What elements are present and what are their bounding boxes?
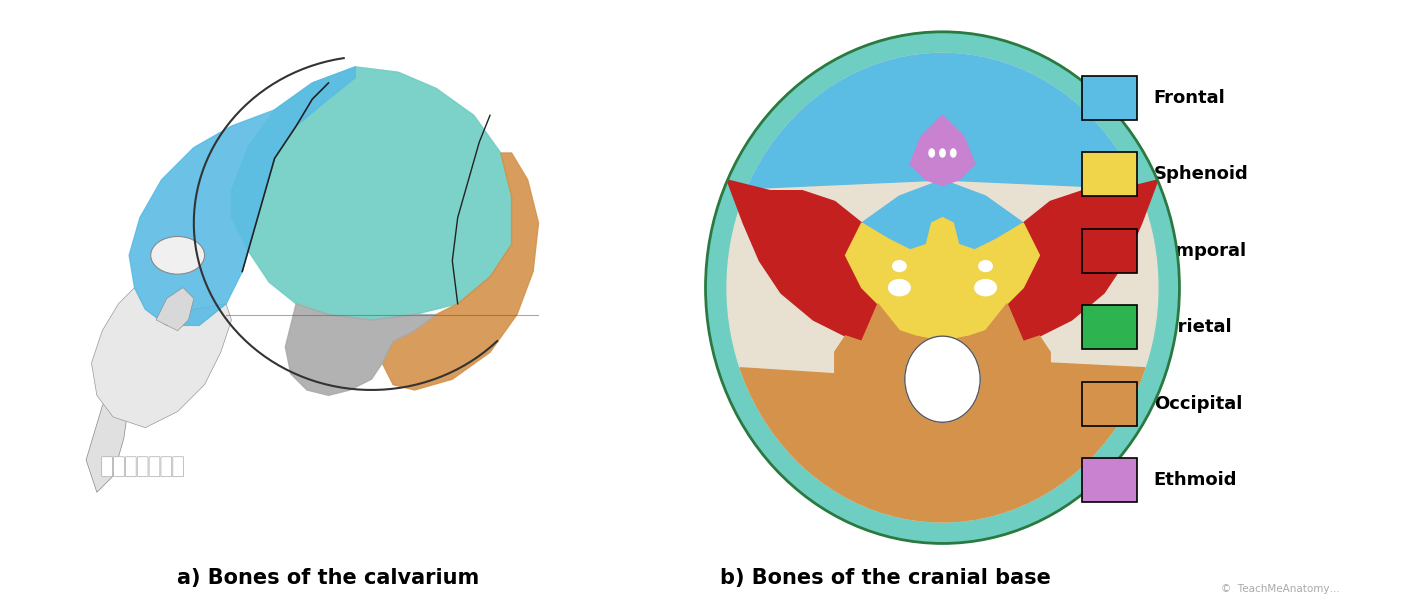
FancyBboxPatch shape (126, 457, 136, 477)
Text: b) Bones of the cranial base: b) Bones of the cranial base (720, 569, 1051, 588)
Text: ©  TeachMeAnatomy…: © TeachMeAnatomy… (1221, 584, 1339, 594)
Ellipse shape (978, 261, 992, 272)
Ellipse shape (905, 336, 980, 422)
FancyBboxPatch shape (173, 457, 184, 477)
FancyBboxPatch shape (161, 457, 171, 477)
Ellipse shape (951, 149, 955, 157)
Text: Ethmoid: Ethmoid (1154, 471, 1237, 490)
FancyBboxPatch shape (137, 457, 149, 477)
Ellipse shape (727, 53, 1158, 522)
FancyBboxPatch shape (101, 457, 113, 477)
Polygon shape (383, 153, 538, 390)
Text: Sphenoid: Sphenoid (1154, 165, 1248, 184)
Polygon shape (740, 336, 1145, 522)
Polygon shape (156, 288, 194, 330)
Ellipse shape (940, 149, 945, 157)
Ellipse shape (705, 32, 1180, 543)
Polygon shape (129, 67, 356, 326)
Polygon shape (861, 304, 1024, 363)
Ellipse shape (930, 149, 934, 157)
Text: Temporal: Temporal (1154, 242, 1247, 260)
Text: Parietal: Parietal (1154, 318, 1232, 337)
Ellipse shape (888, 280, 910, 296)
Polygon shape (835, 336, 1050, 444)
Polygon shape (231, 67, 511, 320)
FancyBboxPatch shape (149, 457, 160, 477)
Text: a) Bones of the calvarium: a) Bones of the calvarium (177, 569, 480, 588)
Polygon shape (286, 304, 436, 395)
Ellipse shape (151, 236, 204, 274)
Polygon shape (1007, 180, 1158, 341)
Polygon shape (910, 115, 975, 185)
Text: Occipital: Occipital (1154, 395, 1242, 413)
Polygon shape (91, 288, 231, 428)
Text: Frontal: Frontal (1154, 89, 1225, 107)
Polygon shape (727, 180, 878, 341)
Polygon shape (747, 53, 1138, 309)
Ellipse shape (975, 280, 997, 296)
Polygon shape (845, 218, 1040, 341)
FancyBboxPatch shape (114, 457, 124, 477)
Ellipse shape (892, 261, 907, 272)
Polygon shape (86, 304, 226, 492)
